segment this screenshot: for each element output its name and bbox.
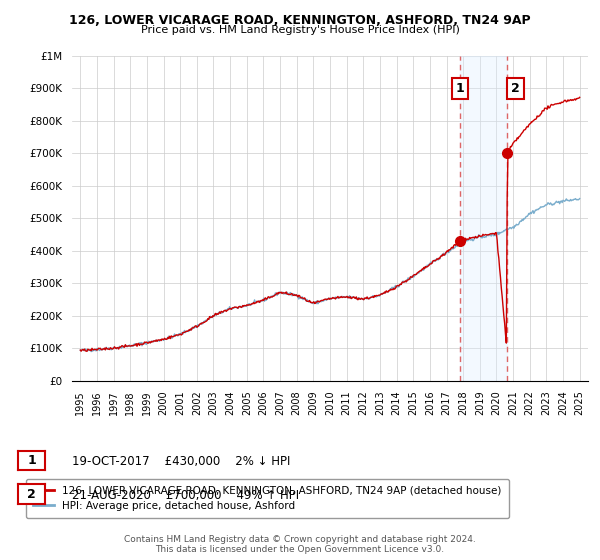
Text: Price paid vs. HM Land Registry's House Price Index (HPI): Price paid vs. HM Land Registry's House …	[140, 25, 460, 35]
Bar	[460, 56, 507, 381]
Text: 1: 1	[455, 82, 464, 95]
Text: Contains HM Land Registry data © Crown copyright and database right 2024.
This d: Contains HM Land Registry data © Crown c…	[124, 535, 476, 554]
Legend: 126, LOWER VICARAGE ROAD, KENNINGTON, ASHFORD, TN24 9AP (detached house), HPI: A: 126, LOWER VICARAGE ROAD, KENNINGTON, AS…	[26, 479, 509, 519]
Text: 126, LOWER VICARAGE ROAD, KENNINGTON, ASHFORD, TN24 9AP: 126, LOWER VICARAGE ROAD, KENNINGTON, AS…	[69, 14, 531, 27]
Text: 1: 1	[27, 454, 36, 467]
Text: 19-OCT-2017    £430,000    2% ↓ HPI: 19-OCT-2017 £430,000 2% ↓ HPI	[72, 455, 290, 469]
Text: 2: 2	[27, 488, 36, 501]
Text: 2: 2	[511, 82, 520, 95]
Text: 21-AUG-2020    £700,000    49% ↑ HPI: 21-AUG-2020 £700,000 49% ↑ HPI	[72, 489, 299, 502]
